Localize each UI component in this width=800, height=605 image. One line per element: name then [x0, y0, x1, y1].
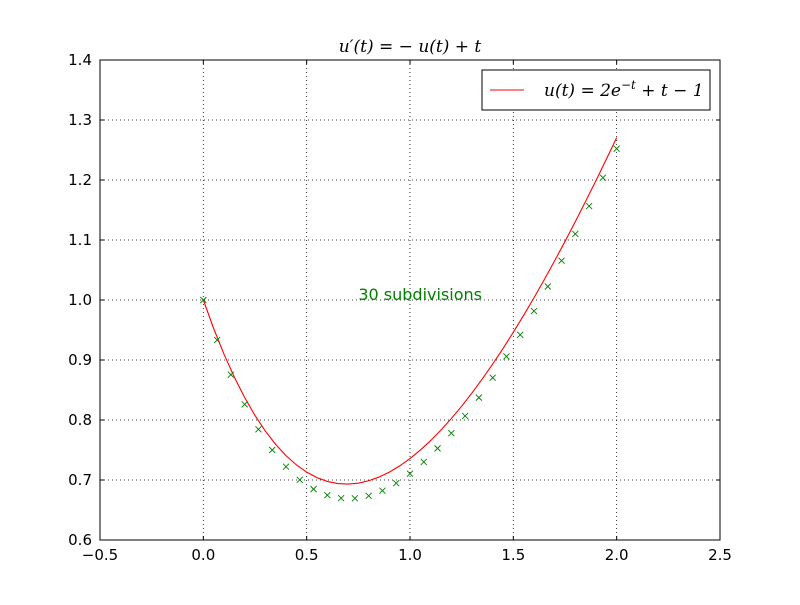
data-point-stroke [310, 485, 317, 493]
data-point-approx [255, 425, 262, 433]
y-tick-label: 1.4 [68, 51, 92, 69]
data-point-stroke [489, 374, 496, 382]
data-point-approx [516, 331, 524, 339]
data-point-stroke [503, 353, 510, 360]
data-point-approx [310, 485, 317, 493]
x-tick-label: 1.0 [398, 546, 422, 564]
data-point-approx [351, 494, 359, 502]
legend-label: u(t) = 2e−t + t − 1 [544, 78, 704, 101]
data-point-approx [558, 257, 565, 265]
data-point-stroke [544, 283, 552, 290]
y-tick-label: 1.1 [68, 231, 92, 249]
data-point-stroke [268, 446, 276, 454]
data-point-approx [324, 491, 331, 499]
data-point-approx [448, 429, 455, 437]
data-point-stroke [585, 202, 593, 210]
data-point-approx [213, 336, 221, 344]
data-point-stroke [255, 425, 262, 433]
x-tick-label: 2.5 [708, 546, 732, 564]
data-point-stroke [365, 492, 372, 500]
data-point-approx [200, 296, 207, 304]
data-point-stroke [213, 336, 221, 344]
data-point-approx [599, 174, 607, 181]
data-point-approx [296, 476, 304, 484]
data-point-stroke [324, 491, 331, 499]
x-tick-label: 1.5 [501, 546, 525, 564]
data-point-approx [530, 307, 538, 315]
x-tick-label: −0.5 [82, 546, 118, 564]
y-tick-label: 1.0 [68, 291, 92, 309]
data-point-stroke [379, 487, 386, 494]
data-point-stroke [434, 445, 441, 452]
data-point-stroke [241, 400, 248, 408]
data-point-stroke [558, 257, 565, 265]
data-point-stroke [475, 394, 483, 401]
data-point-stroke [516, 331, 524, 339]
y-tick-label: 1.2 [68, 171, 92, 189]
data-point-approx [337, 494, 345, 502]
data-point-approx [572, 230, 579, 238]
data-point-stroke [200, 296, 207, 304]
data-point-approx [461, 412, 469, 420]
data-point-approx [613, 145, 620, 152]
y-tick-label: 1.3 [68, 111, 92, 129]
data-point-approx [227, 371, 235, 378]
y-tick-label: 0.9 [68, 351, 92, 369]
data-point-stroke [351, 494, 359, 502]
data-point-stroke [296, 476, 304, 484]
data-point-approx [365, 492, 372, 500]
data-point-stroke [420, 458, 428, 466]
data-point-approx [379, 487, 386, 494]
data-point-stroke [227, 371, 235, 378]
ticks: −0.5 0.0 0.5 1.0 1.5 2.0 2.5 0.6 0.7 0.8 0.9 1.0 1.1… [68, 51, 732, 564]
data-point-approx [241, 400, 248, 408]
y-tick-label: 0.7 [68, 471, 92, 489]
data-point-stroke [448, 429, 455, 437]
series-layer [200, 137, 620, 502]
legend-label-main: u(t) = 2e [544, 81, 621, 101]
legend-label-tail: + t − 1 [636, 81, 704, 101]
data-point-approx [544, 283, 552, 290]
data-point-stroke [461, 412, 469, 420]
series-line-exact [202, 137, 618, 485]
data-point-stroke [613, 145, 620, 152]
data-point-stroke [406, 470, 414, 477]
data-point-approx [406, 470, 414, 477]
data-point-stroke [572, 230, 579, 238]
legend: u(t) = 2e−t + t − 1 [481, 69, 711, 111]
x-tick-label: 0.0 [191, 546, 215, 564]
data-point-approx [489, 374, 496, 382]
data-point-stroke [337, 494, 345, 502]
data-point-approx [475, 394, 483, 401]
chart-title: u′(t) = − u(t) + t [339, 37, 482, 57]
data-point-approx [420, 458, 428, 466]
data-point-approx [392, 479, 400, 487]
annotation-subdivisions: 30 subdivisions [358, 285, 482, 304]
y-tick-label: 0.6 [68, 531, 92, 549]
data-point-approx [434, 445, 441, 452]
data-point-stroke [282, 463, 290, 470]
data-point-stroke [530, 307, 538, 315]
data-point-approx [585, 202, 593, 210]
data-point-stroke [599, 174, 607, 181]
x-tick-label: 2.0 [605, 546, 629, 564]
data-point-approx [503, 353, 510, 360]
data-point-approx [282, 463, 290, 470]
legend-label-exponent: −t [621, 78, 636, 92]
y-tick-label: 0.8 [68, 411, 92, 429]
data-point-approx [268, 446, 276, 454]
data-point-stroke [392, 479, 400, 487]
x-tick-label: 0.5 [295, 546, 319, 564]
grid-lines [100, 60, 720, 540]
